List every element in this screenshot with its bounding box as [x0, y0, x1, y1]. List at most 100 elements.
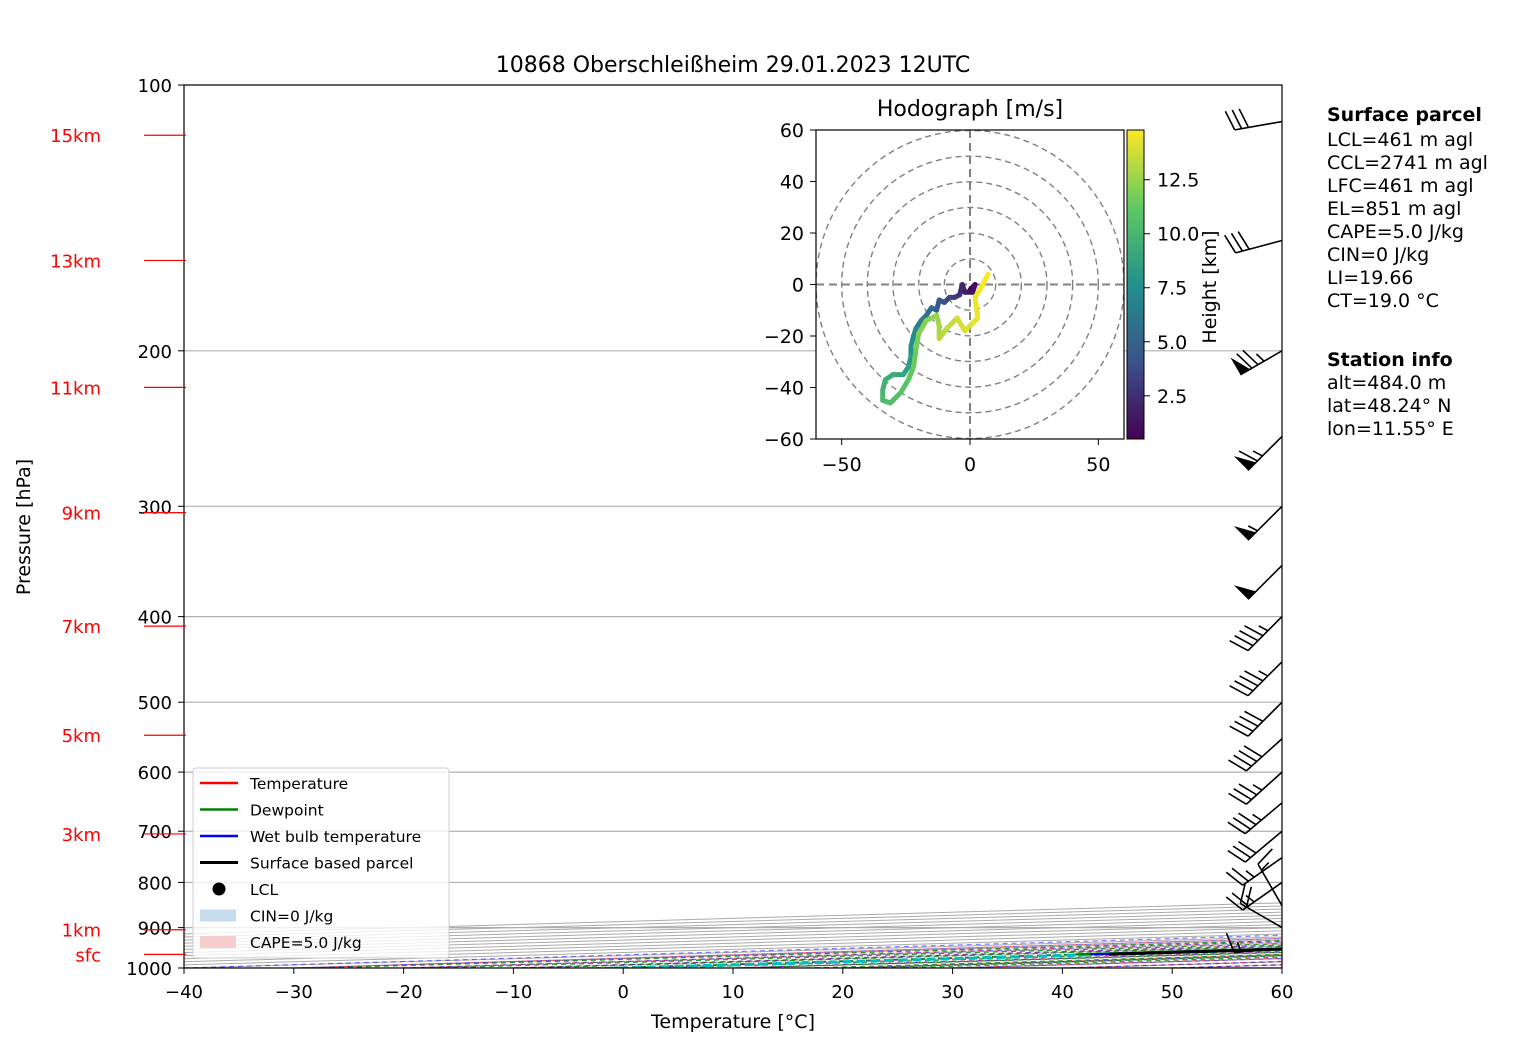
- height-label: 1km: [62, 921, 101, 942]
- wind-barb-flag: [1231, 867, 1249, 882]
- wind-barb-flag: [1225, 932, 1235, 953]
- wind-barb-half-flag: [1245, 894, 1255, 903]
- y-tick-label: 700: [138, 822, 172, 843]
- surface-parcel-line: CT=19.0 °C: [1327, 290, 1439, 312]
- legend: Temperature Dewpoint Wet bulb temperature S…: [192, 767, 450, 959]
- wind-barb-flag: [1237, 231, 1250, 250]
- x-tick-label: 10: [722, 982, 745, 1003]
- hodograph-y-tick-label: 60: [780, 120, 804, 142]
- height-label: 9km: [62, 504, 101, 525]
- mixing-ratio-line: [320, 940, 1282, 968]
- legend-label: CAPE=5.0 J/kg: [250, 934, 362, 952]
- hodograph-y-tick-label: −60: [764, 429, 804, 451]
- hodograph-track-segment: [972, 294, 981, 321]
- wind-barb-flag: [1233, 754, 1252, 767]
- colorbar-tick-label: 7.5: [1157, 278, 1187, 300]
- wind-barb-pennant: [1233, 456, 1256, 471]
- wind-barb-half-flag: [1247, 525, 1258, 532]
- legend-box: [192, 767, 450, 959]
- hodograph-track-segment: [980, 271, 991, 287]
- height-label: sfc: [75, 945, 101, 966]
- wind-barb: [1225, 881, 1283, 911]
- height-label: 15km: [50, 126, 101, 147]
- wind-barb-flag: [1228, 759, 1247, 772]
- wind-barb-pennant: [1233, 585, 1256, 600]
- y-tick-label: 800: [138, 873, 172, 894]
- wind-barb-half-flag: [1255, 353, 1265, 362]
- hodograph-ring: [866, 181, 1074, 388]
- colorbar-tick-label: 12.5: [1157, 170, 1199, 192]
- wind-barb: [1229, 661, 1283, 697]
- wind-barb: [1233, 435, 1283, 471]
- x-tick-label: 0: [617, 982, 628, 1003]
- x-tick-label: −30: [275, 982, 313, 1003]
- x-tick-label: 50: [1161, 982, 1184, 1003]
- height-label: 13km: [50, 251, 101, 272]
- x-tick-label: −10: [494, 982, 532, 1003]
- wind-barb-flag: [1239, 715, 1259, 727]
- legend-swatch-marker: [212, 882, 226, 896]
- wind-barb-shaft: [1247, 661, 1283, 697]
- wind-barb-flag: [1238, 783, 1258, 796]
- wind-barb-flag: [1232, 845, 1252, 859]
- x-tick-label: −20: [385, 982, 423, 1003]
- wind-barb-shaft: [1242, 857, 1283, 886]
- y-tick-label: 600: [138, 763, 172, 784]
- wind-barb-shaft: [1244, 830, 1283, 863]
- legend-label: Dewpoint: [250, 802, 324, 820]
- height-label: 5km: [62, 726, 101, 747]
- wind-barb-flag: [1243, 745, 1263, 758]
- y-tick-label: 300: [138, 497, 172, 518]
- y-tick-label: 200: [138, 342, 172, 363]
- hodograph-ring: [917, 232, 1023, 337]
- axes: −40 −30 −20 −10 0 10 20 30 40 50 60100090080070060…: [126, 76, 1293, 1003]
- wind-barb: [1229, 701, 1283, 737]
- mixing-ratio-line: [587, 947, 1282, 968]
- info-panel: Surface parcel LCL=461 m agl CCL=2741 m …: [1327, 104, 1488, 440]
- y-tick-label: 900: [138, 919, 172, 940]
- wind-barb-half-flag: [1252, 450, 1263, 457]
- legend-label: Wet bulb temperature: [250, 828, 421, 846]
- hodograph-axes: −50 0 50 60 40 20 0 −20 −40 −60: [764, 120, 1111, 476]
- y-tick-label: 500: [138, 693, 172, 714]
- hodograph-ring: [892, 206, 1048, 363]
- y-tick-label: 100: [138, 76, 172, 97]
- surface-parcel-heading: Surface parcel: [1327, 104, 1482, 126]
- wind-barb: [1229, 616, 1283, 652]
- hodograph-y-tick-label: 0: [792, 275, 804, 297]
- legend-label: LCL: [250, 881, 278, 899]
- wind-barb-shaft: [1242, 881, 1283, 911]
- y-axis-label: Pressure [hPa]: [13, 459, 35, 595]
- wind-barb-flag: [1238, 108, 1250, 128]
- wind-barb-flag: [1231, 109, 1243, 130]
- wind-barb-flag: [1223, 234, 1237, 254]
- wind-barb-half-flag: [1260, 862, 1270, 871]
- wind-barb-shaft: [1244, 802, 1283, 835]
- wind-barb-half-flag: [1258, 625, 1269, 632]
- height-label: 7km: [62, 617, 101, 638]
- wind-barb-half-flag: [1245, 870, 1255, 878]
- wind-barb-half-flag: [1252, 784, 1263, 791]
- colorbar-tick-label: 2.5: [1157, 386, 1187, 408]
- wind-barb-shaft: [1247, 616, 1283, 652]
- mixing-ratio-line: [435, 943, 1282, 968]
- surface-parcel-line: LFC=461 m agl: [1327, 175, 1474, 197]
- wind-barb-flag: [1232, 817, 1252, 830]
- surface-parcel-line: LI=19.66: [1327, 267, 1414, 289]
- legend-swatch-patch: [200, 936, 236, 948]
- wind-barb-flag: [1229, 685, 1249, 697]
- x-axis-label: Temperature [°C]: [650, 1011, 815, 1033]
- wind-barb-flag: [1233, 788, 1252, 801]
- wind-barb-flag: [1244, 710, 1264, 722]
- surface-parcel-line: EL=851 m agl: [1327, 198, 1461, 220]
- height-label: 11km: [50, 378, 101, 399]
- hodograph-ring: [943, 258, 997, 311]
- wind-barb-flag: [1231, 892, 1249, 907]
- surface-parcel-line: LCL=461 m agl: [1327, 129, 1473, 151]
- wind-barb: [1230, 349, 1283, 376]
- wind-barb: [1233, 564, 1283, 600]
- wind-barb-flag: [1239, 675, 1259, 687]
- surface-parcel-line: CCL=2741 m agl: [1327, 152, 1488, 174]
- wind-barb-shaft: [1240, 350, 1283, 376]
